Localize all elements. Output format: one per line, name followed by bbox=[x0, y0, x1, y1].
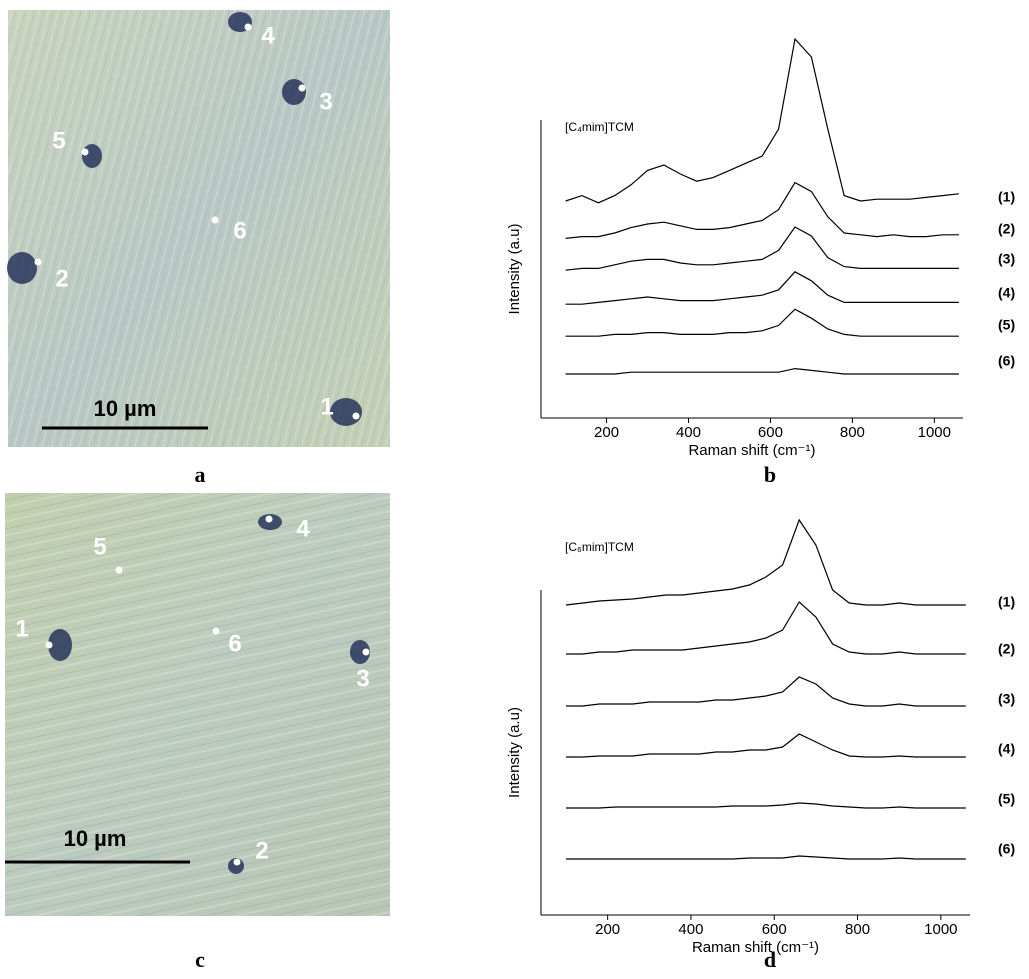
x-tick-label: 200 bbox=[595, 921, 620, 938]
series-label: (5) bbox=[998, 791, 1015, 807]
x-tick-label: 800 bbox=[845, 921, 870, 938]
panel-label: d bbox=[764, 947, 776, 972]
spectrum bbox=[565, 181, 959, 239]
marker-dot bbox=[298, 84, 306, 92]
micrograph-a bbox=[8, 10, 390, 447]
marker-dot bbox=[265, 515, 273, 523]
scale-bar-label: 10 µm bbox=[94, 396, 157, 421]
marker-dot bbox=[45, 641, 53, 649]
panel-label: b bbox=[764, 462, 776, 487]
scale-bar-label: 10 µm bbox=[64, 826, 127, 851]
marker-label: 6 bbox=[228, 630, 241, 657]
dark-spot bbox=[7, 252, 37, 284]
chart-title: [C₄mim]TCM bbox=[565, 120, 634, 134]
spectrum bbox=[565, 518, 966, 606]
dark-spot bbox=[282, 79, 306, 105]
series-label: (4) bbox=[998, 285, 1015, 301]
series-label: (3) bbox=[998, 251, 1015, 267]
marker-dot bbox=[362, 648, 370, 656]
marker-dot bbox=[233, 858, 241, 866]
x-tick-label: 1000 bbox=[918, 424, 951, 441]
series-label: (6) bbox=[998, 841, 1015, 857]
spectrum bbox=[565, 226, 959, 271]
marker-label: 2 bbox=[255, 837, 268, 864]
marker-label: 5 bbox=[93, 533, 106, 560]
spectrum bbox=[565, 367, 959, 375]
x-tick-label: 400 bbox=[678, 921, 703, 938]
panel-label: a bbox=[195, 462, 206, 487]
series-label: (2) bbox=[998, 641, 1015, 657]
marker-dot bbox=[352, 412, 360, 420]
panel-label: c bbox=[195, 947, 205, 972]
marker-label: 4 bbox=[296, 515, 310, 542]
x-tick-label: 800 bbox=[840, 424, 865, 441]
dark-spot bbox=[48, 629, 72, 661]
x-tick-label: 600 bbox=[758, 424, 783, 441]
marker-dot bbox=[81, 148, 89, 156]
dark-spot bbox=[82, 144, 102, 168]
x-tick-label: 200 bbox=[594, 424, 619, 441]
marker-label: 2 bbox=[55, 265, 68, 292]
series-label: (2) bbox=[998, 221, 1015, 237]
marker-label: 4 bbox=[261, 22, 275, 49]
x-tick-label: 600 bbox=[762, 921, 787, 938]
marker-label: 1 bbox=[15, 615, 28, 642]
marker-dot bbox=[211, 216, 219, 224]
y-axis-label: Intensity (a.u) bbox=[506, 707, 523, 798]
dark-spot bbox=[350, 640, 370, 664]
spectrum bbox=[566, 855, 966, 860]
spectrum bbox=[566, 733, 966, 758]
marker-label: 1 bbox=[320, 393, 333, 420]
spectrum bbox=[565, 37, 959, 204]
marker-label: 5 bbox=[52, 127, 65, 154]
series-label: (1) bbox=[998, 594, 1015, 610]
marker-label: 3 bbox=[319, 88, 332, 115]
series-label: (1) bbox=[998, 189, 1015, 205]
marker-dot bbox=[34, 258, 42, 266]
dark-spot bbox=[330, 398, 362, 426]
spectrum bbox=[566, 802, 966, 809]
spectrum bbox=[566, 601, 966, 655]
marker-label: 3 bbox=[356, 665, 369, 692]
marker-label: 6 bbox=[233, 217, 246, 244]
y-axis-label: Intensity (a.u) bbox=[506, 224, 523, 315]
chart-title: [C₆mim]TCM bbox=[565, 540, 634, 554]
x-tick-label: 400 bbox=[676, 424, 701, 441]
x-tick-label: 1000 bbox=[924, 921, 957, 938]
spectrum bbox=[566, 676, 966, 707]
marker-dot bbox=[244, 23, 252, 31]
x-axis-label: Raman shift (cm⁻¹) bbox=[688, 442, 815, 459]
series-label: (6) bbox=[998, 353, 1015, 369]
spectrum bbox=[565, 308, 959, 337]
micrograph-c bbox=[5, 493, 390, 916]
marker-dot bbox=[212, 627, 220, 635]
series-label: (4) bbox=[998, 741, 1015, 757]
x-axis-label: Raman shift (cm⁻¹) bbox=[692, 939, 819, 956]
spectrum bbox=[565, 271, 959, 305]
marker-dot bbox=[115, 566, 123, 574]
series-label: (3) bbox=[998, 691, 1015, 707]
series-label: (5) bbox=[998, 317, 1015, 333]
